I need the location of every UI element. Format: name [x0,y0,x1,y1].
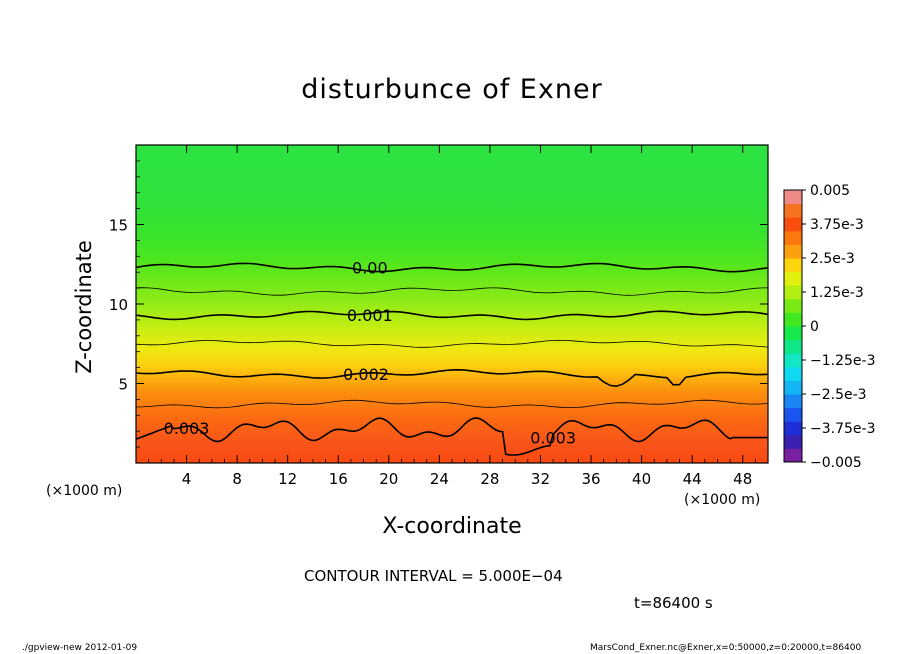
colorbar-swatch [784,448,802,463]
colorbar-label: −0.005 [810,455,862,471]
contour-lines [136,262,768,456]
colorbar-swatch [784,203,802,218]
contour-labels: 0.00 0.001 0.002 0.003 0.003 [164,258,576,447]
x-tick-label: 8 [232,470,242,488]
colorbar-swatch [784,190,802,205]
x-axis-unit: (×1000 m) [684,492,761,508]
contour-interval: CONTOUR INTERVAL = 5.000E−04 [304,567,563,585]
y-tick-label: 5 [118,376,128,394]
colorbar-label: −1.25e-3 [810,353,875,369]
colorbar-label: 1.25e-3 [810,285,864,301]
colorbar-swatch [784,326,802,341]
colorbar-swatch [784,258,802,273]
colorbar-label: 3.75e-3 [810,217,864,233]
x-tick-label: 32 [531,470,550,488]
colorbar-swatch [784,271,802,286]
contour-label: 0.002 [343,365,389,384]
contour-line [136,399,768,409]
colorbar-swatch [784,230,802,245]
contour-line [136,310,768,321]
chart-title: disturbunce of Exner [301,74,603,105]
contour-label: 0.003 [530,429,576,448]
contour-field [136,145,768,463]
colorbar-label: −3.75e-3 [810,421,875,437]
colorbar: 0.005 3.75e-3 2.5e-3 1.25e-3 0 −1.25e-3 −2.5e-… [783,183,875,471]
colorbar-swatch [784,312,802,327]
x-axis: 4 8 12 16 20 24 28 32 36 40 44 48 [148,145,756,488]
contour-line [136,262,768,273]
x-tick-label: 48 [733,470,752,488]
y-axis-label: Z-coordinate [72,240,96,374]
footer-right: MarsCond_Exner.nc@Exner,x=0:50000,z=0:20… [590,643,862,653]
colorbar-swatch [784,394,802,409]
x-tick-label: 36 [581,470,600,488]
colorbar-swatch [784,434,802,449]
x-axis-label: X-coordinate [382,514,522,539]
y-axis: 5 10 15 [109,160,768,448]
colorbar-swatch [784,298,802,313]
colorbar-swatch [784,380,802,395]
plot-area: 0.00 0.001 0.002 0.003 0.003 [135,144,769,464]
x-tick-label: 4 [182,470,192,488]
x-tick-label: 40 [632,470,651,488]
colorbar-swatch [784,217,802,232]
colorbar-swatch [784,285,802,300]
colorbar-swatch [784,407,802,422]
colorbar-label: 2.5e-3 [810,251,855,267]
colorbar-swatch [784,244,802,259]
colorbar-label: 0 [810,319,819,335]
time-stamp: t=86400 s [634,594,713,612]
y-tick-label: 15 [109,217,128,235]
x-tick-label: 20 [379,470,398,488]
colorbar-swatch [784,353,802,368]
y-tick-label: 10 [109,296,128,314]
colorbar-swatch [784,339,802,354]
contour-label: 0.001 [347,306,393,325]
y-axis-unit: (×1000 m) [46,483,123,499]
colorbar-swatch [784,366,802,381]
colorbar-swatch [784,421,802,436]
contour-line [136,287,768,296]
x-tick-label: 28 [480,470,499,488]
contour-line [136,339,768,348]
colorbar-label: −2.5e-3 [810,387,867,403]
contour-line [136,368,768,388]
contour-label: 0.00 [352,258,388,277]
x-tick-label: 16 [329,470,348,488]
colorbar-label: 0.005 [810,183,850,199]
contour-line [136,417,768,456]
contour-label: 0.003 [164,419,210,438]
x-tick-label: 44 [683,470,702,488]
x-tick-label: 12 [278,470,297,488]
footer-left: ./gpview-new 2012-01-09 [22,643,138,653]
x-tick-label: 24 [430,470,449,488]
